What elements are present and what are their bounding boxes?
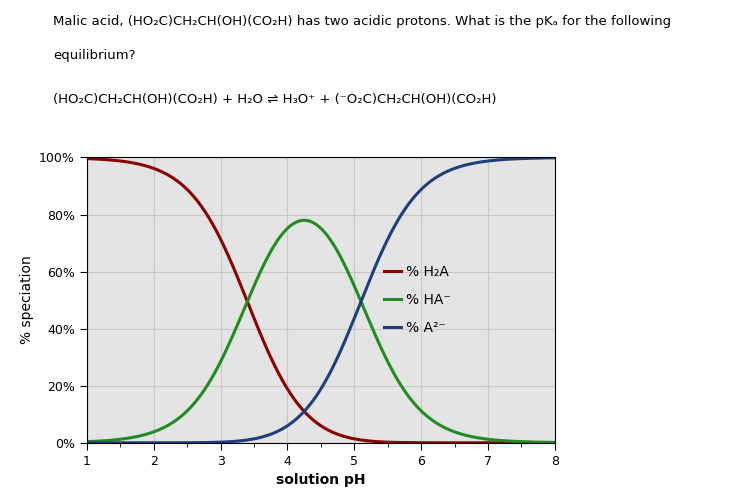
Text: Malic acid, (HO₂C)CH₂CH(OH)(CO₂H) has two acidic protons. What is the pKₐ for th: Malic acid, (HO₂C)CH₂CH(OH)(CO₂H) has tw… (53, 15, 671, 28)
X-axis label: solution pH: solution pH (276, 473, 365, 487)
Text: (HO₂C)CH₂CH(OH)(CO₂H) + H₂O ⇌ H₃O⁺ + (⁻O₂C)CH₂CH(OH)(CO₂H): (HO₂C)CH₂CH(OH)(CO₂H) + H₂O ⇌ H₃O⁺ + (⁻O… (53, 93, 496, 106)
Y-axis label: % speciation: % speciation (20, 256, 33, 344)
Text: equilibrium?: equilibrium? (53, 49, 135, 62)
Legend: % H₂A, % HA⁻, % A²⁻: % H₂A, % HA⁻, % A²⁻ (384, 265, 451, 335)
